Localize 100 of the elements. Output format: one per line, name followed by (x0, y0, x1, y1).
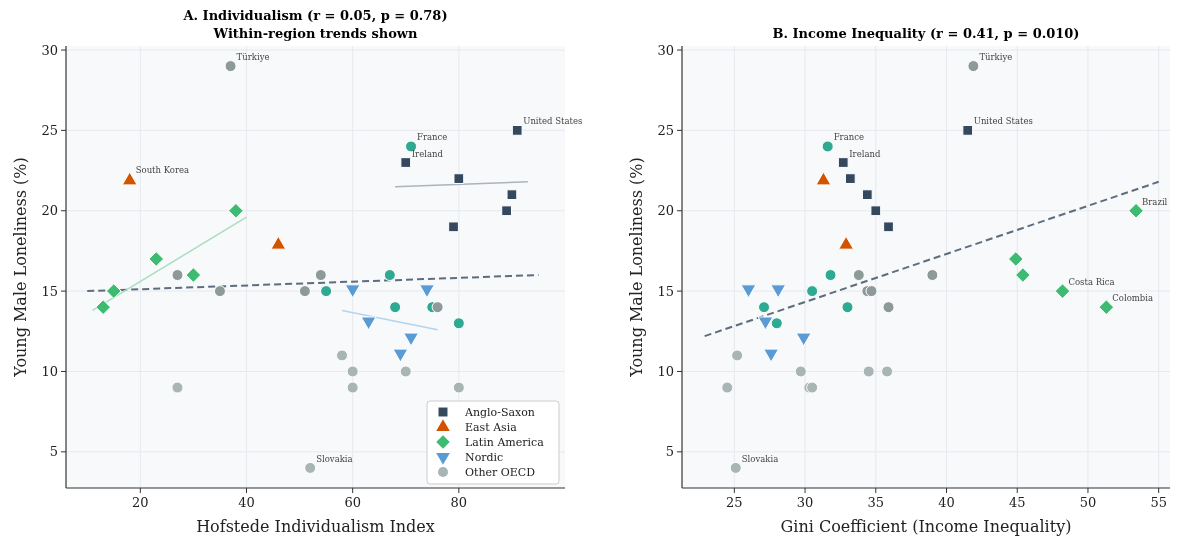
chart-title: A. Individualism (r = 0.05, p = 0.78) (182, 8, 448, 23)
x-tick-label: 35 (867, 495, 885, 510)
y-tick-label: 30 (41, 42, 58, 58)
point (336, 349, 349, 362)
y-tick-label: 30 (657, 42, 674, 58)
annotation: Ireland (411, 148, 444, 159)
point (758, 301, 771, 314)
point (185, 267, 202, 283)
point (389, 301, 402, 314)
x-tick-label: 20 (132, 495, 149, 510)
point (270, 235, 287, 250)
point (171, 269, 184, 282)
annotation: Brazil (1142, 196, 1168, 207)
x-tick-label: 40 (238, 495, 255, 510)
point (346, 365, 359, 378)
point (967, 60, 980, 73)
point (861, 189, 873, 201)
y-tick-label: 10 (41, 363, 58, 379)
annotation: Costa Rica (1068, 277, 1115, 288)
point (346, 381, 359, 394)
x-tick-label: 80 (450, 495, 468, 510)
point (399, 365, 412, 378)
point (506, 189, 518, 201)
y-tick-label: 25 (41, 122, 58, 138)
point (770, 317, 783, 330)
point (224, 60, 237, 73)
point (824, 269, 837, 282)
point (453, 173, 465, 184)
point (400, 157, 412, 168)
point (862, 365, 875, 378)
point (360, 316, 377, 331)
x-axis-title: Hofstede Individualism Index (196, 517, 435, 536)
point (770, 284, 787, 299)
point (1008, 251, 1024, 267)
y-tick-label: 25 (657, 122, 674, 138)
point (844, 173, 856, 184)
point (821, 140, 834, 153)
point (431, 301, 444, 314)
point (448, 221, 459, 233)
annotation: United States (973, 116, 1033, 127)
point (865, 285, 878, 298)
point (1098, 299, 1115, 315)
point (383, 269, 396, 282)
point (729, 461, 742, 474)
y-tick-label: 5 (665, 444, 674, 460)
point (841, 301, 854, 314)
x-tick-label: 40 (938, 495, 955, 510)
point (95, 299, 111, 315)
point (731, 349, 744, 362)
annotation: Slovakia (741, 453, 779, 464)
annotation: South Korea (135, 164, 190, 175)
point (403, 332, 419, 347)
x-axis-title: Gini Coefficient (Income Inequality) (780, 517, 1072, 536)
annotation: France (417, 132, 448, 143)
x-tick-label: 45 (1008, 495, 1026, 510)
y-tick-label: 10 (657, 363, 674, 379)
y-tick-label: 20 (657, 203, 674, 219)
annotation: Slovakia (316, 453, 353, 464)
chart-title: B. Income Inequality (r = 0.41, p = 0.010) (772, 26, 1080, 41)
point (511, 125, 523, 136)
annotation: France (833, 132, 864, 143)
point (1015, 267, 1031, 283)
x-tick-label: 55 (1150, 495, 1167, 510)
x-tick-label: 30 (796, 495, 814, 510)
annotation: Colombia (1112, 293, 1154, 304)
y-tick-label: 5 (49, 444, 58, 460)
point (795, 332, 812, 347)
annotation: Ireland (849, 148, 881, 159)
point (881, 365, 894, 378)
legend-label: Anglo-Saxon (464, 406, 535, 419)
point (344, 284, 361, 299)
point (870, 205, 882, 217)
legend-label: Latin America (465, 436, 545, 449)
point (1054, 283, 1071, 299)
y-axis-title: Young Male Loneliness (%) (11, 157, 30, 378)
x-tick-label: 25 (726, 495, 743, 510)
point (926, 269, 939, 282)
annotation: Türkiye (236, 52, 270, 63)
point (298, 285, 311, 298)
point (452, 317, 465, 330)
x-tick-label: 60 (344, 495, 361, 510)
legend-label: Nordic (465, 451, 504, 464)
chart-subtitle: Within-region trends shown (212, 26, 419, 41)
legend-label: Other OECD (465, 466, 536, 479)
point (740, 284, 757, 299)
point (815, 171, 832, 186)
point (171, 381, 184, 394)
point (838, 235, 854, 250)
point (452, 381, 465, 394)
point (121, 171, 138, 186)
annotation: Türkiye (979, 52, 1013, 63)
point (883, 221, 894, 233)
point (806, 285, 819, 298)
point (721, 381, 734, 394)
y-tick-label: 20 (41, 203, 58, 219)
point (228, 202, 244, 219)
point (148, 251, 165, 267)
point (320, 285, 333, 298)
point (105, 283, 122, 299)
point (794, 365, 807, 378)
